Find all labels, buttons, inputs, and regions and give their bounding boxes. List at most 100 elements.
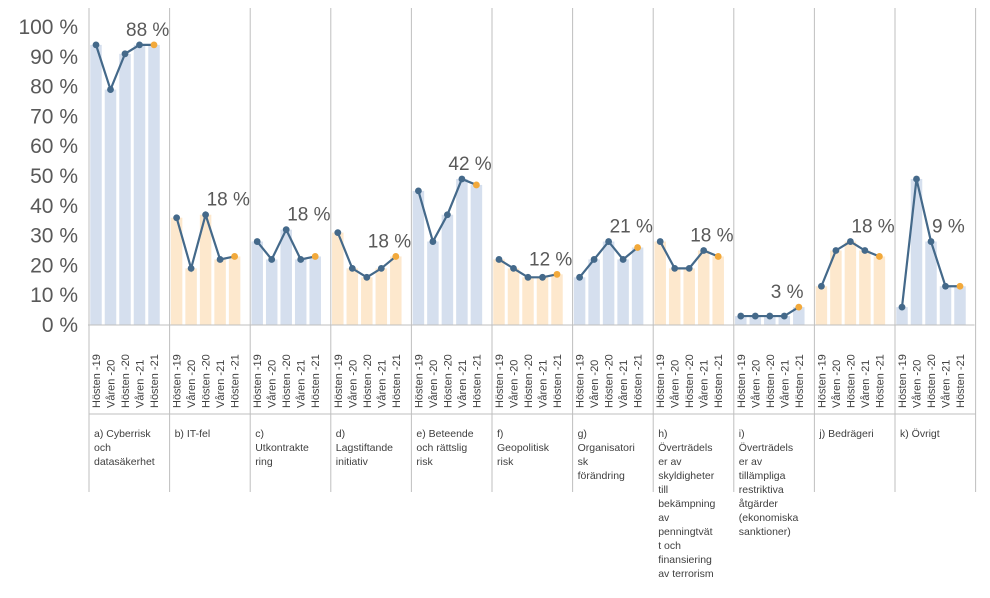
bar: [830, 250, 842, 325]
x-tick-label: Våren -21: [215, 360, 227, 408]
marker-latest: [392, 253, 400, 260]
x-tick-label: Våren -20: [267, 360, 279, 408]
group-label: f) Geopolitisk risk: [497, 428, 550, 468]
bar: [148, 44, 160, 325]
marker: [751, 312, 759, 320]
group-label-line: finansiering: [658, 554, 712, 566]
x-tick-label: Hösten -21: [552, 354, 564, 408]
marker: [913, 175, 920, 183]
bar: [749, 316, 762, 325]
x-tick-label: Hösten -19: [736, 354, 748, 408]
group-label: b) IT-fel: [175, 428, 211, 440]
bar: [793, 307, 805, 325]
x-tick-label: Våren -20: [750, 360, 762, 408]
data-label: 18 %: [851, 217, 894, 238]
bar: [815, 286, 828, 325]
group-label-line: penningtvät: [658, 526, 712, 538]
x-tick-label: Våren -21: [296, 360, 308, 408]
bar: [735, 316, 747, 325]
x-tick-label: Hösten -20: [765, 354, 777, 408]
marker: [847, 238, 854, 245]
group-label-line: Organisatori: [578, 442, 635, 454]
group-label-line: k) Övrigt: [900, 428, 940, 440]
data-label: 18 %: [207, 190, 250, 211]
x-tick-label: Hösten -20: [362, 354, 374, 408]
group-label: k) Övrigt: [900, 428, 940, 440]
bar: [375, 268, 388, 325]
marker-latest: [634, 244, 641, 251]
group-label-line: er av: [739, 456, 763, 468]
x-tick-label: Våren -20: [106, 360, 118, 408]
data-label: 42 %: [448, 154, 491, 175]
group-label-line: Geopolitisk: [497, 442, 550, 454]
marker: [766, 312, 774, 320]
x-tick-label: Hösten -19: [655, 354, 667, 408]
bar: [90, 44, 102, 325]
x-tick-label: Hösten -19: [816, 354, 828, 408]
group-label: a) Cyberrisk och datasäkerhet: [94, 428, 155, 468]
bar: [522, 277, 534, 325]
group-label-line: initiativ: [336, 456, 369, 468]
x-tick-label: Hösten -19: [333, 354, 345, 408]
group-label: e) Beteende och rättslig risk: [416, 428, 473, 468]
x-tick-label: Hösten -19: [494, 354, 506, 408]
bar: [631, 247, 644, 325]
x-tick-label: Våren -20: [347, 360, 359, 408]
group-label-line: tillämpliga: [739, 470, 786, 482]
marker: [737, 312, 745, 320]
marker: [619, 256, 627, 263]
marker: [202, 211, 210, 219]
marker: [656, 238, 664, 245]
bar: [896, 307, 908, 325]
group-label: j) Bedrägeri: [818, 428, 873, 440]
marker: [700, 247, 708, 254]
y-tick-label: 30 %: [30, 225, 78, 248]
group-label-line: sk: [578, 456, 589, 468]
data-label: 88 %: [126, 20, 169, 41]
group-label-line: datasäkerhet: [94, 456, 155, 468]
lines-layer: [92, 41, 964, 320]
bar: [280, 229, 292, 325]
data-label: 21 %: [610, 217, 653, 238]
bar: [683, 268, 695, 325]
x-tick-label: Våren -21: [699, 360, 711, 408]
group-label-line: sanktioner): [739, 526, 791, 538]
bar: [185, 268, 197, 325]
x-tick-label: Hösten -19: [897, 354, 909, 408]
marker-latest: [150, 41, 158, 49]
group-label-line: Lagstiftande: [336, 442, 393, 454]
marker: [942, 282, 949, 290]
bar: [536, 277, 549, 325]
marker: [216, 256, 224, 263]
x-tick-label: Våren -21: [457, 360, 469, 408]
bar: [778, 316, 791, 325]
marker: [605, 238, 612, 245]
bar: [602, 241, 615, 325]
x-tick-label: Hösten -20: [442, 354, 454, 408]
marker-latest: [553, 270, 561, 278]
x-tick-label: Hösten -20: [604, 354, 616, 408]
group-label-line: av terrorism: [658, 568, 714, 580]
data-label: 12 %: [529, 249, 572, 270]
data-label: 18 %: [690, 226, 733, 247]
bar: [859, 250, 871, 325]
group-label-line: och: [94, 442, 111, 454]
bar: [228, 256, 241, 325]
bar: [427, 241, 439, 325]
x-tick-label: Hösten -21: [955, 354, 967, 408]
marker: [444, 211, 451, 219]
group-label-line: skyldigheter: [658, 470, 715, 482]
group-label-line: till: [658, 484, 668, 496]
y-tick-label: 20 %: [30, 254, 78, 277]
bar: [712, 256, 724, 325]
axes-layer: 0 % 10 % 20 % 30 % 40 % 50 % 60 % 70 % 80 % 90 % 1…: [18, 8, 977, 492]
y-tick-label: 80 %: [30, 76, 78, 99]
marker: [121, 50, 129, 58]
marker: [92, 41, 100, 49]
x-tick-label: Hösten -20: [845, 354, 857, 408]
marker: [253, 238, 261, 245]
bar: [441, 214, 454, 325]
group-label-line: d): [336, 428, 345, 440]
y-tick-label: 50 %: [30, 165, 78, 188]
marker: [348, 264, 356, 272]
